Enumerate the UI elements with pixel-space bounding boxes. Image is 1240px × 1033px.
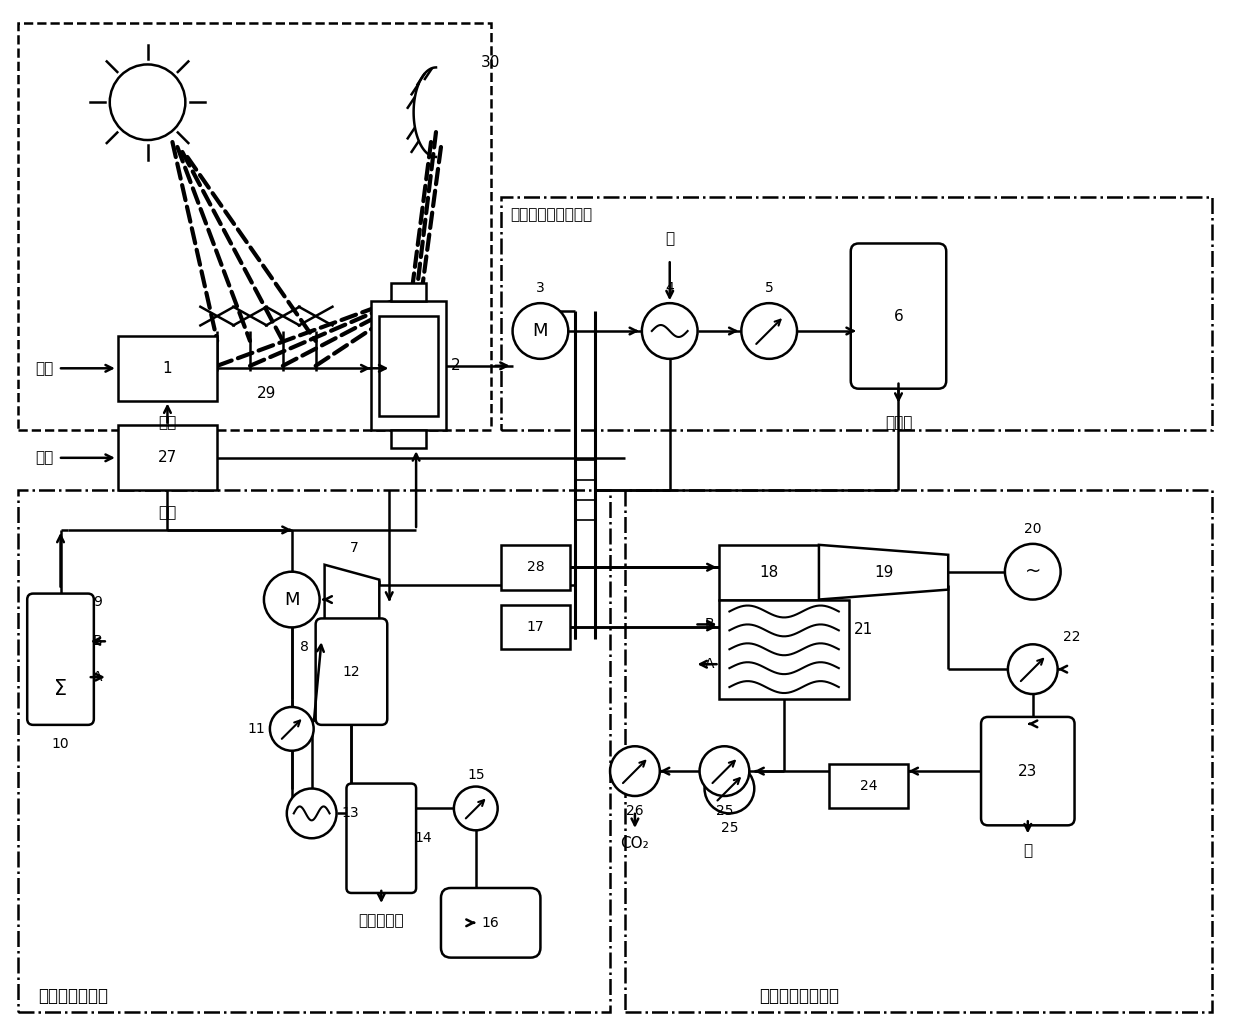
FancyBboxPatch shape: [981, 717, 1075, 825]
Text: ~: ~: [1024, 562, 1040, 582]
Polygon shape: [325, 565, 379, 634]
Bar: [379, 316, 438, 415]
Text: B: B: [704, 618, 714, 631]
Text: 甲醇合成子系统: 甲醇合成子系统: [38, 988, 108, 1005]
Text: 16: 16: [482, 916, 500, 930]
Bar: [19, 23, 491, 431]
Text: M: M: [533, 322, 548, 340]
Text: 6: 6: [894, 309, 904, 323]
Text: 7: 7: [350, 541, 358, 555]
Text: 13: 13: [341, 807, 360, 820]
Text: 太阳能煤气化子系统: 太阳能煤气化子系统: [511, 207, 593, 222]
Bar: [719, 544, 818, 599]
Text: 空气: 空气: [35, 450, 53, 465]
Bar: [501, 196, 1211, 431]
Text: 原煤: 原煤: [35, 361, 53, 376]
Text: 26: 26: [626, 804, 644, 818]
Text: 25: 25: [720, 821, 738, 836]
Text: 水、杠醇油: 水、杠醇油: [358, 913, 404, 928]
Text: 12: 12: [342, 664, 361, 679]
Text: 27: 27: [157, 450, 177, 465]
Bar: [118, 336, 217, 401]
Bar: [392, 283, 427, 302]
Text: 28: 28: [527, 560, 544, 574]
Text: 2: 2: [451, 358, 460, 373]
Circle shape: [270, 707, 314, 751]
Text: 4: 4: [666, 281, 675, 295]
Text: 10: 10: [52, 737, 69, 751]
Text: 25: 25: [715, 804, 733, 818]
Text: 8: 8: [300, 640, 309, 654]
Text: 21: 21: [853, 622, 873, 637]
FancyBboxPatch shape: [27, 594, 94, 725]
Polygon shape: [818, 544, 949, 599]
Circle shape: [286, 788, 336, 838]
Bar: [19, 490, 610, 1012]
Text: 零排放发电子系统: 零排放发电子系统: [759, 988, 839, 1005]
Circle shape: [642, 303, 698, 358]
Text: 硫，水: 硫，水: [885, 415, 913, 431]
Text: 22: 22: [1063, 630, 1080, 645]
Text: CO₂: CO₂: [620, 836, 650, 851]
Text: 19: 19: [874, 565, 893, 580]
Bar: [118, 426, 217, 490]
Text: 24: 24: [859, 779, 878, 793]
Text: 23: 23: [1018, 763, 1038, 779]
Text: 17: 17: [527, 620, 544, 634]
Text: 18: 18: [760, 565, 779, 580]
Text: M: M: [284, 591, 300, 608]
Text: Σ: Σ: [55, 679, 67, 699]
Text: 3: 3: [536, 281, 544, 295]
Circle shape: [454, 786, 497, 831]
Circle shape: [264, 571, 320, 627]
FancyBboxPatch shape: [346, 784, 417, 893]
Text: A: A: [706, 657, 714, 671]
Circle shape: [704, 763, 754, 813]
Text: 氧气: 氧气: [159, 505, 176, 520]
Text: 15: 15: [467, 768, 485, 782]
Circle shape: [512, 303, 568, 358]
FancyBboxPatch shape: [441, 888, 541, 958]
FancyBboxPatch shape: [316, 619, 387, 725]
Bar: [501, 604, 570, 650]
Circle shape: [110, 64, 185, 140]
Text: 氮气: 氮气: [159, 415, 176, 431]
Circle shape: [610, 746, 660, 796]
Text: 水: 水: [1023, 843, 1033, 858]
Bar: [501, 544, 570, 590]
Circle shape: [1004, 543, 1060, 599]
Text: 5: 5: [765, 281, 774, 295]
Text: 30: 30: [481, 55, 500, 70]
Text: 水: 水: [665, 231, 675, 247]
Text: B: B: [93, 634, 103, 649]
FancyBboxPatch shape: [851, 244, 946, 388]
Bar: [719, 599, 848, 699]
Text: 20: 20: [1024, 522, 1042, 536]
Bar: [828, 763, 909, 809]
Circle shape: [742, 303, 797, 358]
Text: 14: 14: [414, 832, 432, 845]
Text: 29: 29: [257, 385, 277, 401]
Circle shape: [1008, 645, 1058, 694]
Bar: [625, 490, 1211, 1012]
Text: A: A: [93, 670, 103, 684]
Text: 11: 11: [247, 722, 265, 735]
Text: 1: 1: [162, 361, 172, 376]
Circle shape: [699, 746, 749, 796]
Bar: [392, 431, 427, 448]
Bar: [371, 302, 446, 431]
Text: 9: 9: [93, 595, 102, 608]
